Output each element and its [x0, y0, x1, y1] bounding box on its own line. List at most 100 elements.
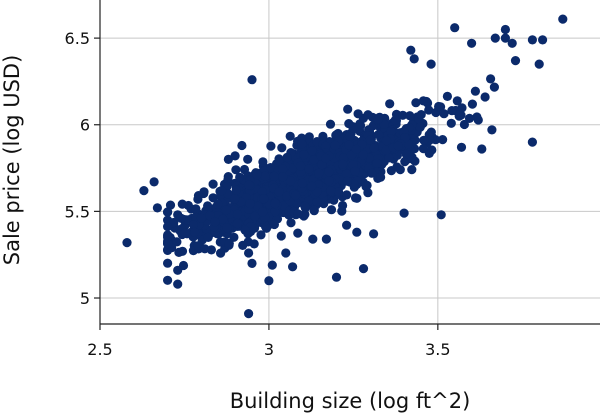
data-point: [337, 206, 347, 216]
data-point: [163, 258, 173, 268]
data-point: [243, 237, 253, 247]
data-point: [274, 187, 284, 197]
data-point: [297, 139, 307, 149]
data-point: [426, 59, 436, 69]
data-point: [411, 98, 421, 108]
data-point: [293, 209, 303, 219]
data-point: [326, 186, 336, 196]
data-point: [163, 232, 173, 242]
data-point: [281, 248, 291, 258]
data-point: [324, 167, 334, 177]
x-tick-label: 3.5: [425, 340, 450, 359]
data-point: [247, 75, 257, 85]
data-point: [210, 217, 220, 227]
data-point: [507, 38, 517, 48]
data-point: [472, 112, 482, 122]
data-point: [489, 82, 499, 92]
data-point: [163, 207, 173, 217]
data-point: [256, 230, 266, 240]
data-point: [278, 164, 288, 174]
data-point: [344, 119, 354, 129]
data-point: [350, 166, 360, 176]
data-point: [258, 157, 268, 167]
data-point: [415, 122, 425, 132]
data-point: [200, 244, 210, 254]
data-point: [510, 56, 521, 66]
data-point: [352, 227, 362, 237]
data-point: [260, 171, 270, 181]
data-point: [173, 265, 183, 275]
data-point: [409, 54, 419, 64]
data-point: [244, 248, 254, 258]
data-point: [222, 223, 232, 233]
data-point: [361, 182, 371, 192]
data-point: [223, 174, 233, 185]
data-point: [405, 111, 415, 121]
x-tick-label: 2.5: [87, 340, 112, 359]
data-point: [230, 151, 240, 161]
data-point: [372, 158, 382, 168]
data-point: [269, 171, 279, 181]
data-point: [308, 234, 318, 244]
data-point: [419, 135, 429, 145]
data-point: [450, 23, 460, 33]
data-point: [342, 190, 352, 200]
data-point: [427, 145, 437, 155]
data-point: [173, 279, 183, 289]
data-point: [384, 153, 394, 163]
data-point: [436, 102, 446, 112]
data-points: [122, 14, 568, 319]
data-point: [442, 91, 452, 101]
data-point: [292, 198, 302, 208]
data-point: [282, 152, 292, 162]
data-point: [385, 99, 395, 109]
data-point: [527, 137, 538, 147]
data-point: [286, 218, 296, 228]
data-point: [299, 150, 309, 160]
data-point: [149, 177, 159, 187]
data-point: [325, 119, 336, 129]
data-point: [318, 131, 328, 141]
data-point: [293, 228, 303, 238]
data-point: [381, 145, 391, 155]
data-point: [139, 186, 149, 196]
data-point: [386, 127, 396, 137]
data-point: [172, 237, 182, 247]
data-point: [270, 198, 280, 209]
data-point: [369, 143, 379, 153]
data-point: [269, 219, 279, 230]
data-point: [418, 144, 428, 154]
data-point: [326, 205, 337, 215]
data-point: [232, 209, 243, 219]
data-point: [285, 176, 296, 186]
data-point: [259, 194, 269, 204]
y-tick-label: 5.5: [65, 202, 90, 221]
data-point: [342, 176, 352, 186]
data-point: [278, 172, 288, 182]
data-point: [393, 141, 403, 151]
data-point: [447, 106, 457, 116]
data-point: [231, 165, 241, 175]
data-point: [307, 181, 317, 191]
data-point: [345, 131, 355, 141]
data-point: [282, 191, 292, 201]
data-point: [418, 96, 428, 106]
data-point: [353, 109, 363, 119]
data-point: [331, 272, 342, 282]
data-point: [218, 214, 228, 224]
data-point: [245, 199, 255, 209]
data-point: [358, 150, 368, 160]
data-point: [252, 170, 262, 180]
data-point: [457, 103, 467, 113]
data-point: [266, 163, 276, 173]
y-tick-label: 6.5: [65, 29, 90, 48]
data-point: [267, 260, 277, 270]
data-point: [257, 187, 267, 197]
data-point: [373, 114, 383, 124]
data-point: [258, 207, 268, 217]
data-point: [500, 33, 510, 43]
data-point: [467, 38, 477, 48]
data-point: [232, 218, 243, 229]
data-point: [342, 220, 352, 230]
